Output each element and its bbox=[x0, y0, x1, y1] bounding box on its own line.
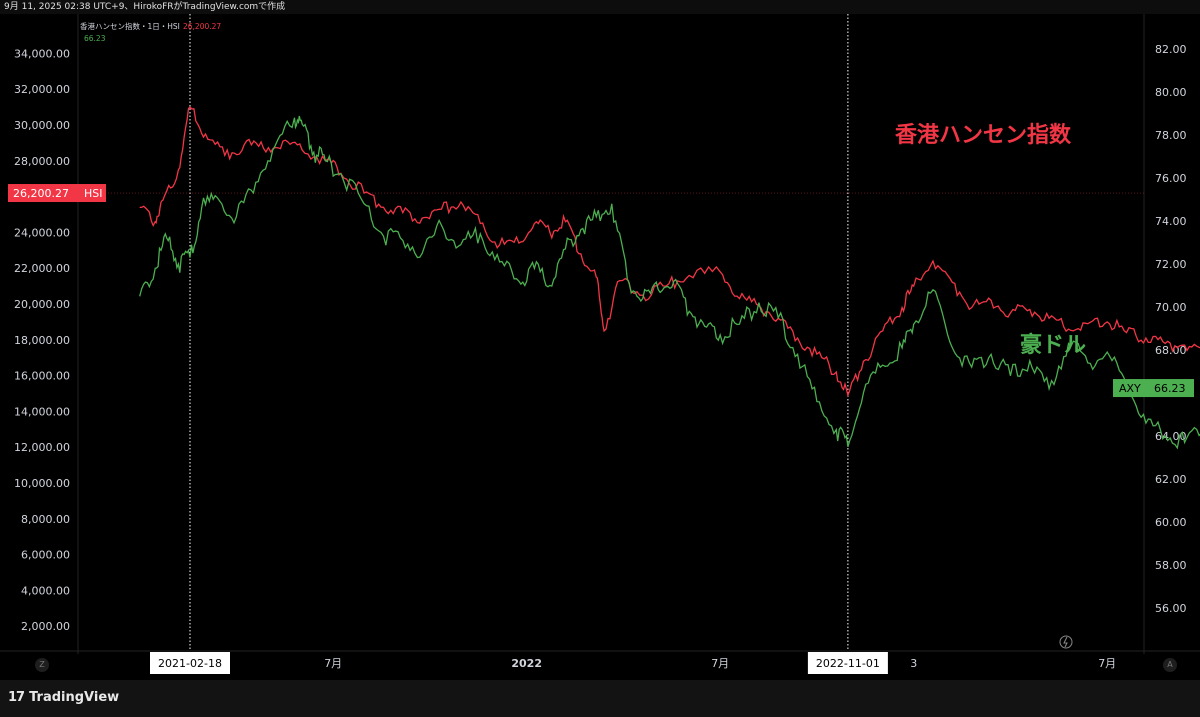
right-tick-label: 80.00 bbox=[1155, 86, 1187, 99]
left-tick-label: 30,000.00 bbox=[14, 119, 70, 132]
axy-last-value-box bbox=[1113, 379, 1194, 398]
left-tick-label: 4,000.00 bbox=[21, 584, 70, 597]
left-tick-label: 18,000.00 bbox=[14, 334, 70, 347]
series-lines bbox=[139, 106, 1200, 450]
time-axis: 7月20227月37月20247月20257月2026 bbox=[0, 650, 1200, 670]
left-tick-label: 34,000.00 bbox=[14, 47, 70, 60]
hsi-series-line bbox=[139, 106, 1200, 398]
marker-label-box bbox=[807, 652, 888, 674]
hsi-title-annotation: 香港ハンセン指数 bbox=[895, 122, 1072, 148]
right-tick-label: 72.00 bbox=[1155, 258, 1187, 271]
zoom-icon[interactable]: Z bbox=[35, 658, 49, 672]
brand-label: TradingView bbox=[29, 690, 120, 705]
right-tick-label: 60.00 bbox=[1155, 516, 1187, 529]
right-tick-label: 74.00 bbox=[1155, 215, 1187, 228]
time-tick-label: 7月 bbox=[324, 657, 342, 670]
right-tick-label: 62.00 bbox=[1155, 473, 1187, 486]
time-tick-label: 7月 bbox=[1098, 657, 1116, 670]
left-tick-label: 10,000.00 bbox=[14, 477, 70, 490]
left-tick-label: 28,000.00 bbox=[14, 155, 70, 168]
lightning-icon[interactable] bbox=[1059, 635, 1073, 649]
right-tick-label: 78.00 bbox=[1155, 129, 1187, 142]
left-tick-label: 6,000.00 bbox=[21, 549, 70, 562]
time-tick-label: 2022 bbox=[511, 657, 542, 670]
chart-canvas[interactable]: 2,000.00 4,000.00 6,000.00 8,000.00 10,000.0… bbox=[0, 14, 1200, 680]
right-axis: 56.0058.0060.0062.0064.0066.0068.0070.00… bbox=[1143, 14, 1187, 654]
hsi-series-name: HSI bbox=[84, 187, 103, 200]
axy-series-name: AXY bbox=[1119, 382, 1141, 395]
auto-scale-icon[interactable]: A bbox=[1163, 658, 1177, 672]
right-tick-label: 76.00 bbox=[1155, 172, 1187, 185]
time-tick-label: 3 bbox=[910, 657, 917, 670]
legend-hsi-value: 26,200.27 bbox=[183, 22, 221, 31]
legend-axy-value: 66.23 bbox=[84, 34, 106, 43]
right-tick-label: 82.00 bbox=[1155, 43, 1187, 56]
right-tick-label: 56.00 bbox=[1155, 602, 1187, 615]
hsi-last-value-box bbox=[8, 184, 106, 203]
hsi-last-value-label: 26,200.27 bbox=[13, 187, 69, 200]
left-tick-label: 2,000.00 bbox=[21, 620, 70, 633]
left-tick-label: 32,000.00 bbox=[14, 83, 70, 96]
left-tick-label: 20,000.00 bbox=[14, 298, 70, 311]
axy-last-value-label: 66.23 bbox=[1154, 382, 1186, 395]
tv-logo-icon: 17 bbox=[8, 690, 25, 705]
date-markers: 2021-02-18 2022-11-01 bbox=[150, 14, 888, 674]
left-tick-label: 24,000.00 bbox=[14, 226, 70, 239]
footer-bar: 17 TradingView bbox=[0, 680, 1200, 717]
right-tick-label: 58.00 bbox=[1155, 559, 1187, 572]
marker-label: 2021-02-18 bbox=[158, 657, 222, 670]
tradingview-logo[interactable]: 17 TradingView bbox=[8, 690, 119, 705]
axy-series-line bbox=[139, 115, 1200, 450]
left-tick-label: 22,000.00 bbox=[14, 262, 70, 275]
marker-label: 2022-11-01 bbox=[816, 657, 880, 670]
left-axis: 2,000.00 4,000.00 6,000.00 8,000.00 10,000.0… bbox=[14, 14, 79, 654]
chart-header-attribution: 9月 11, 2025 02:38 UTC+9、HirokoFRがTrading… bbox=[0, 0, 1200, 14]
left-tick-label: 16,000.00 bbox=[14, 370, 70, 383]
right-tick-label: 70.00 bbox=[1155, 301, 1187, 314]
last-value-labels: 26,200.27 HSI AXY 66.23 bbox=[8, 184, 1194, 398]
axy-title-annotation: 豪ドル bbox=[1020, 332, 1086, 358]
legend-symbol: 香港ハンセン指数・1日・HSI bbox=[80, 21, 180, 31]
left-tick-label: 14,000.00 bbox=[14, 405, 70, 418]
left-tick-label: 12,000.00 bbox=[14, 441, 70, 454]
marker-label-box bbox=[150, 652, 230, 674]
left-tick-label: 8,000.00 bbox=[21, 513, 70, 526]
time-tick-label: 7月 bbox=[711, 657, 729, 670]
